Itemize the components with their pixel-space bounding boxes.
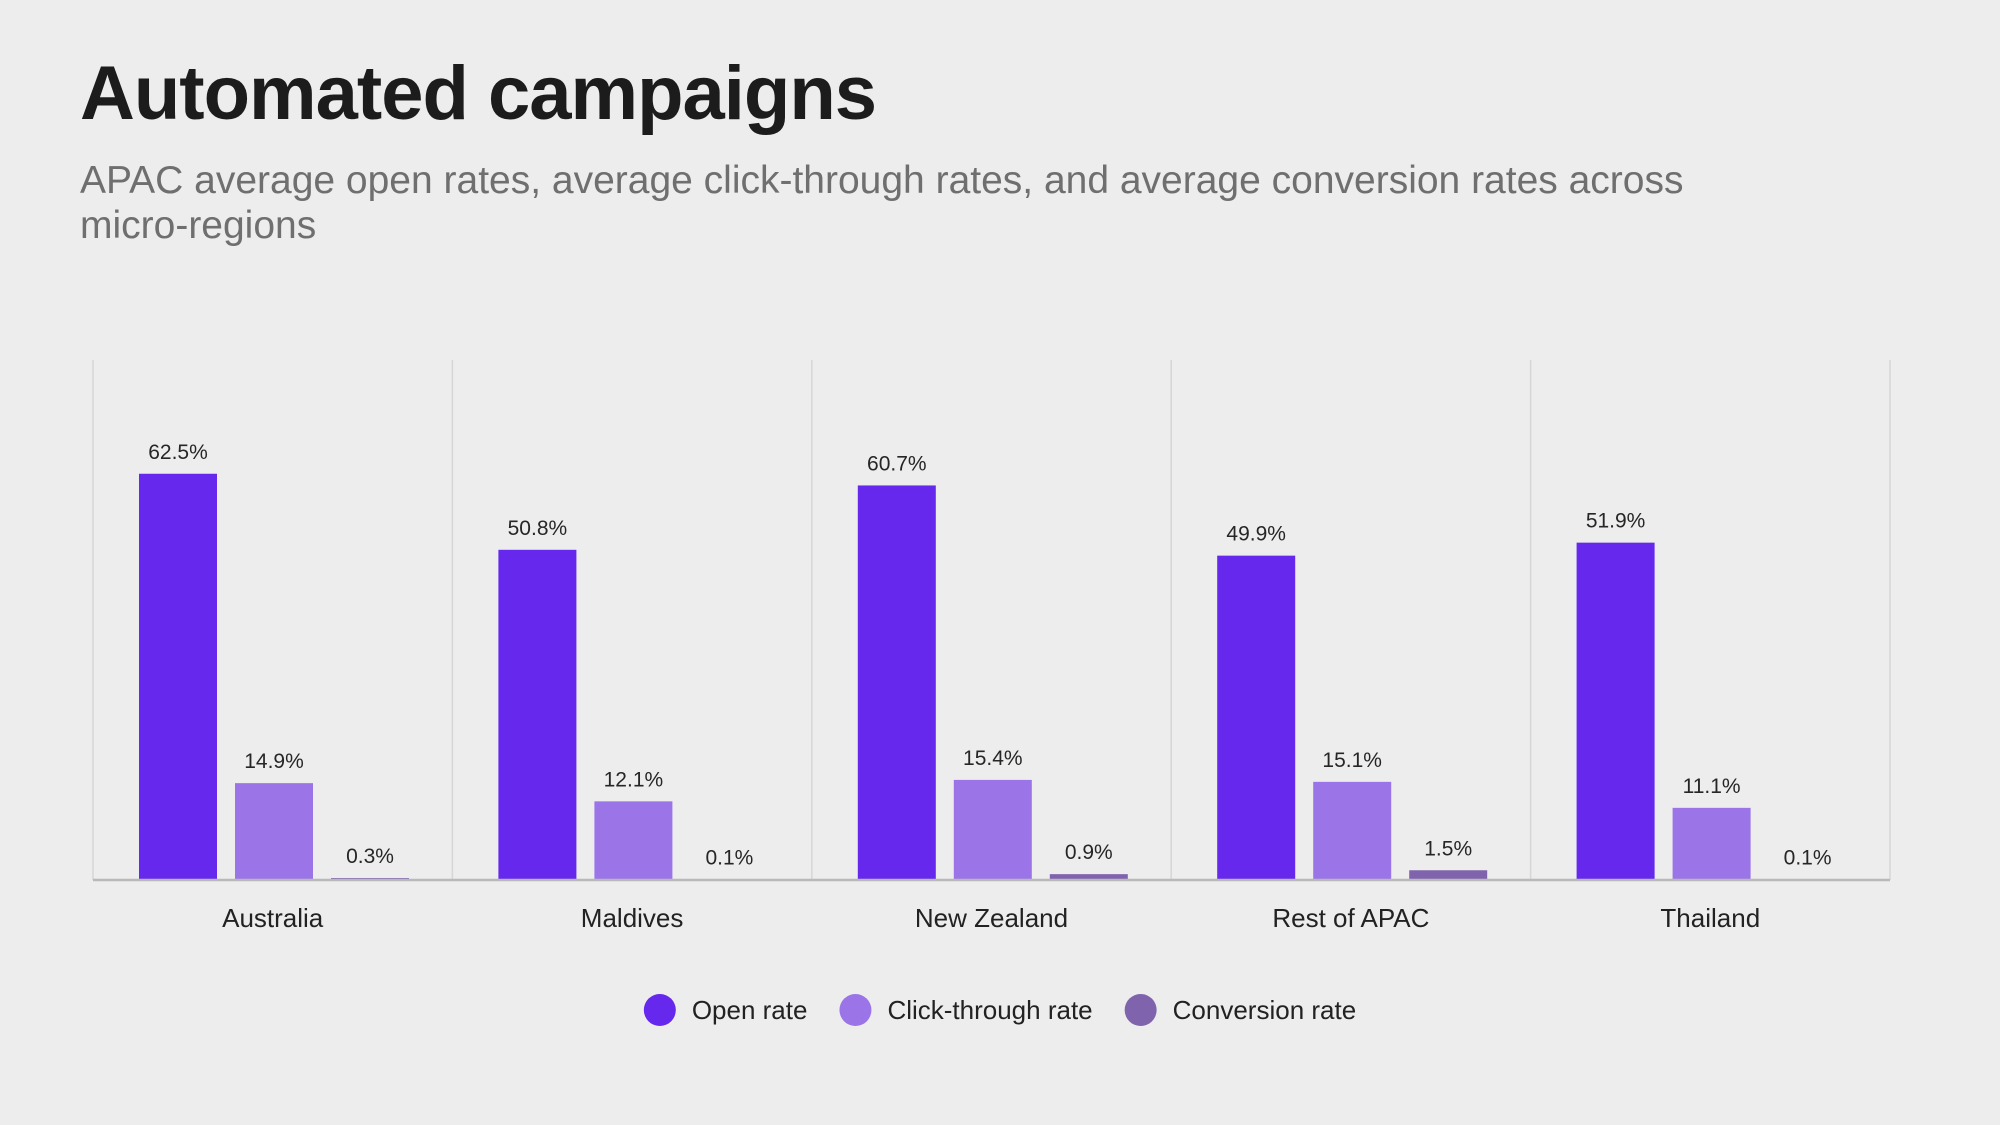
legend-label: Conversion rate bbox=[1173, 995, 1357, 1025]
bar-new-zealand-click-through-rate bbox=[953, 779, 1032, 880]
chart-subtitle: APAC average open rates, average click-t… bbox=[80, 159, 1684, 247]
data-label: 0.1% bbox=[1784, 846, 1832, 869]
data-label: 11.1% bbox=[1683, 775, 1741, 798]
data-label: 49.9% bbox=[1226, 523, 1286, 546]
x-tick-label: New Zealand bbox=[915, 903, 1068, 933]
x-tick-label: Thailand bbox=[1660, 903, 1760, 933]
data-label: 15.1% bbox=[1322, 749, 1382, 772]
legend-swatch bbox=[643, 994, 676, 1026]
bar-maldives-open-rate bbox=[498, 549, 577, 880]
data-label: 0.3% bbox=[346, 845, 394, 868]
data-label: 51.9% bbox=[1586, 510, 1646, 533]
bar-australia-open-rate bbox=[139, 473, 217, 880]
data-label: 14.9% bbox=[244, 750, 304, 773]
x-tick-label: Australia bbox=[222, 903, 324, 933]
data-label: 15.4% bbox=[963, 747, 1023, 770]
bar-rest-of-apac-click-through-rate bbox=[1313, 781, 1392, 880]
legend-label: Open rate bbox=[692, 995, 808, 1025]
bar-new-zealand-conversion-rate bbox=[1049, 874, 1128, 880]
legend-swatch bbox=[839, 994, 872, 1026]
bar-new-zealand-open-rate bbox=[857, 485, 936, 880]
data-label: 50.8% bbox=[508, 517, 568, 540]
bar-rest-of-apac-conversion-rate bbox=[1409, 870, 1488, 880]
bar-thailand-open-rate bbox=[1576, 542, 1655, 880]
data-label: 62.5% bbox=[148, 441, 208, 464]
data-label: 0.9% bbox=[1065, 841, 1113, 864]
x-tick-label: Maldives bbox=[581, 903, 684, 933]
data-label: 60.7% bbox=[867, 452, 927, 475]
data-label: 12.1% bbox=[604, 768, 664, 791]
bar-australia-click-through-rate bbox=[235, 783, 313, 880]
data-label: 1.5% bbox=[1424, 837, 1472, 860]
bar-maldives-click-through-rate bbox=[594, 801, 673, 880]
bar-rest-of-apac-open-rate bbox=[1217, 555, 1296, 880]
bar-thailand-click-through-rate bbox=[1672, 807, 1751, 880]
legend-label: Click-through rate bbox=[887, 995, 1092, 1025]
page-title: Automated campaigns bbox=[80, 51, 877, 136]
data-label: 0.1% bbox=[705, 846, 753, 869]
legend-swatch bbox=[1124, 994, 1157, 1026]
x-tick-label: Rest of APAC bbox=[1272, 903, 1429, 933]
